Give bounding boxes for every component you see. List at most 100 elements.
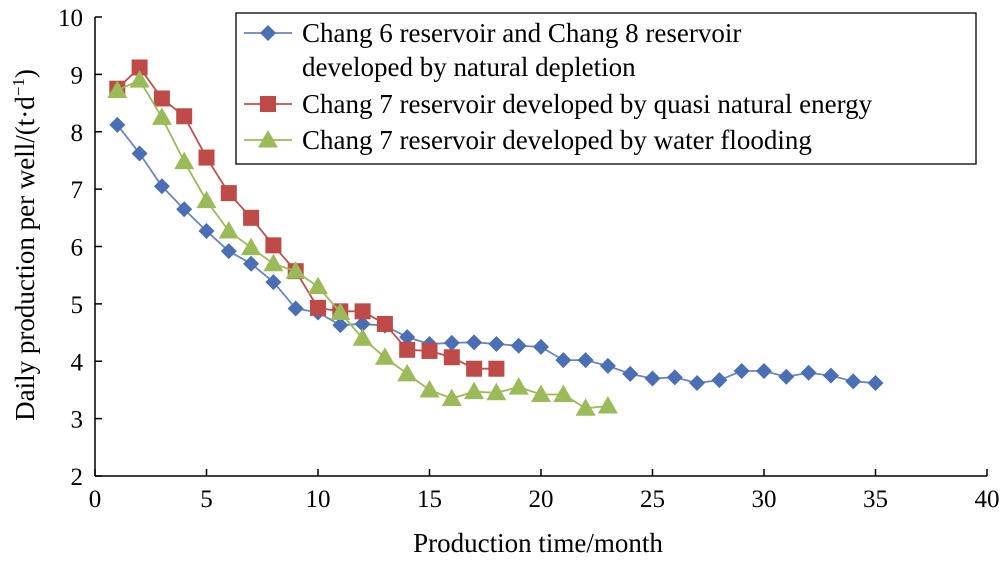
- data-point: [198, 223, 215, 240]
- data-point: [443, 349, 460, 366]
- data-point: [220, 185, 237, 202]
- data-point: [285, 261, 306, 279]
- data-point: [287, 300, 304, 317]
- y-tick-label: 7: [71, 177, 84, 204]
- data-point: [129, 70, 150, 88]
- legend-item-1: Chang 6 reservoir and Chang 8 reservoir d…: [244, 18, 741, 82]
- legend-label: Chang 7 reservoir developed by water flo…: [302, 125, 812, 155]
- data-point: [533, 338, 549, 355]
- data-point: [243, 209, 260, 226]
- data-point: [441, 388, 462, 407]
- data-point: [845, 373, 862, 390]
- data-point: [308, 276, 328, 295]
- legend-box: [235, 12, 977, 165]
- x-axis-title: Production time/month: [413, 528, 663, 558]
- data-point: [354, 315, 371, 332]
- data-point: [419, 379, 440, 398]
- data-point: [107, 80, 128, 98]
- data-point: [176, 201, 193, 218]
- series-1: [109, 116, 884, 392]
- data-point: [622, 365, 639, 382]
- legend-label: Chang 6 reservoir and Chang 8 reservoir: [302, 18, 741, 48]
- data-point: [510, 337, 527, 354]
- y-tick-label: 2: [71, 464, 84, 491]
- data-point: [756, 363, 772, 380]
- x-tick-label: 40: [975, 486, 1000, 513]
- x-tick-label: 0: [89, 486, 102, 513]
- data-point: [153, 178, 170, 195]
- data-point: [599, 357, 616, 374]
- data-point: [399, 329, 416, 346]
- data-point: [241, 237, 262, 256]
- data-point: [153, 90, 170, 107]
- data-point: [867, 375, 884, 392]
- data-point: [553, 384, 574, 403]
- data-point: [131, 145, 148, 162]
- x-tick-label: 10: [306, 486, 331, 513]
- data-point: [466, 334, 483, 351]
- data-point: [376, 315, 393, 332]
- y-axis-title: Daily production per well/(t·d−1): [9, 69, 40, 421]
- data-point: [711, 372, 728, 389]
- data-point: [733, 363, 750, 380]
- data-point: [198, 149, 215, 166]
- data-point: [778, 368, 795, 385]
- y-tick-label: 6: [71, 235, 84, 262]
- data-point: [354, 303, 371, 320]
- data-point: [666, 369, 683, 386]
- legend-label: Chang 7 reservoir developed by quasi nat…: [302, 89, 873, 119]
- y-tick-label: 9: [71, 62, 84, 89]
- data-point: [421, 342, 438, 359]
- axes: 2 3 4 5 6 7 8 9 10 0 5 10 15 20 25 30 35 40: [58, 5, 1000, 513]
- legend-marker: [260, 25, 276, 41]
- data-point: [265, 237, 282, 254]
- data-point: [218, 221, 239, 239]
- legend-label: developed by natural depletion: [302, 52, 636, 82]
- x-tick-label: 30: [752, 486, 777, 513]
- legend-marker: [258, 130, 278, 148]
- data-point: [443, 334, 460, 351]
- legend: Chang 6 reservoir and Chang 8 reservoir d…: [235, 12, 977, 165]
- y-tick-label: 8: [71, 120, 84, 147]
- data-point: [176, 108, 193, 125]
- data-point: [488, 360, 505, 377]
- data-point: [310, 299, 326, 316]
- data-point: [597, 396, 618, 414]
- legend-item-2: Chang 7 reservoir developed by quasi nat…: [244, 89, 873, 119]
- data-point: [488, 336, 505, 353]
- y-tick-label: 10: [58, 5, 83, 32]
- series-layer: [107, 59, 884, 416]
- legend-item-3: Chang 7 reservoir developed by water flo…: [244, 125, 812, 155]
- data-point: [109, 116, 126, 133]
- data-point: [196, 190, 217, 209]
- data-point: [531, 384, 551, 403]
- x-tick-label: 35: [863, 486, 888, 513]
- series-3: [107, 70, 618, 416]
- data-point: [800, 364, 817, 381]
- data-point: [644, 370, 661, 387]
- data-point: [577, 352, 594, 369]
- data-point: [151, 107, 172, 125]
- data-point: [330, 302, 351, 320]
- data-point: [466, 360, 483, 377]
- data-point: [243, 255, 260, 272]
- data-point: [220, 243, 237, 260]
- x-tick-label: 5: [200, 486, 213, 513]
- data-point: [131, 59, 148, 76]
- data-point: [822, 367, 839, 384]
- data-point: [575, 398, 596, 416]
- x-tick-label: 25: [640, 486, 665, 513]
- y-tick-label: 5: [71, 292, 84, 319]
- data-point: [486, 382, 507, 401]
- data-point: [332, 317, 349, 334]
- data-point: [265, 274, 282, 291]
- data-point: [397, 363, 418, 382]
- data-point: [464, 381, 485, 400]
- y-tick-label: 3: [71, 407, 84, 434]
- data-point: [689, 375, 706, 392]
- data-point: [352, 328, 373, 346]
- legend-marker: [260, 96, 276, 112]
- y-tick-label: 4: [71, 349, 84, 376]
- data-point: [399, 341, 416, 358]
